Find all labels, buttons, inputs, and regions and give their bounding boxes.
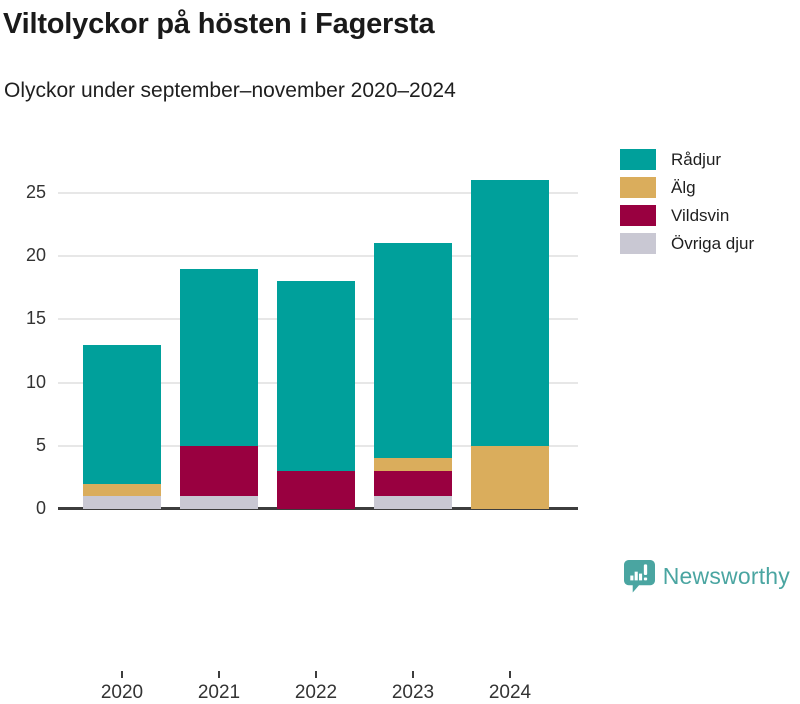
x-tick-label: 2023 xyxy=(391,682,435,703)
legend: Rådjur Älg Vildsvin Övriga djur xyxy=(620,149,754,261)
bar-segment-Vildsvin xyxy=(180,446,258,496)
bar-segment-Rådjur xyxy=(471,180,549,446)
legend-item-Övriga djur: Övriga djur xyxy=(620,233,754,254)
gridline-25 xyxy=(58,192,578,194)
plot-area: 0 5 10 15 20 25 2020 2021 2022 2023 2024 xyxy=(26,160,578,703)
bar-segment-Övriga djur xyxy=(180,496,258,509)
bar-segment-Rådjur xyxy=(83,345,161,484)
legend-label: Älg xyxy=(671,177,696,197)
y-tick-label: 0 xyxy=(35,498,46,518)
bar-segment-Rådjur xyxy=(277,281,355,471)
x-tick xyxy=(509,671,511,678)
chart-header: Viltolyckor på hösten i Fagersta Olyckor… xyxy=(3,6,603,102)
x-tick xyxy=(412,671,414,678)
bar-segment-Övriga djur xyxy=(83,496,161,509)
legend-swatch xyxy=(620,149,656,170)
y-tick-label: 25 xyxy=(25,181,46,202)
legend-label: Vildsvin xyxy=(671,205,730,225)
y-tick-label: 20 xyxy=(25,245,46,266)
x-tick xyxy=(218,671,220,678)
x-tick xyxy=(121,671,123,678)
legend-label: Rådjur xyxy=(671,149,722,169)
x-tick-label: 2021 xyxy=(197,682,241,703)
chart-page: Viltolyckor på hösten i Fagersta Olyckor… xyxy=(3,6,790,703)
newsworthy-wordmark: Newsworthy xyxy=(662,563,790,589)
chart-subtitle: Olyckor under september–november 2020–20… xyxy=(4,79,456,102)
legend-item-Rådjur: Rådjur xyxy=(620,149,754,170)
legend-item-Vildsvin: Vildsvin xyxy=(620,205,754,226)
gridline-20 xyxy=(58,255,578,257)
chart-title: Viltolyckor på hösten i Fagersta xyxy=(3,8,435,40)
legend-item-Älg: Älg xyxy=(620,177,754,198)
y-tick-label: 5 xyxy=(35,434,46,455)
bar-2024 xyxy=(471,160,549,509)
y-tick-label: 10 xyxy=(25,371,46,392)
y-tick-label: 15 xyxy=(25,308,46,329)
bar-2022 xyxy=(277,160,355,509)
legend-swatch xyxy=(620,177,656,198)
bar-segment-Rådjur xyxy=(374,243,452,458)
bar-segment-Övriga djur xyxy=(374,496,452,509)
newsworthy-icon xyxy=(623,560,655,593)
bar-segment-Älg xyxy=(374,458,452,471)
bar-segment-Rådjur xyxy=(180,269,258,446)
x-tick-label: 2020 xyxy=(100,682,144,703)
x-tick-label: 2024 xyxy=(488,682,532,703)
bar-2021 xyxy=(180,160,258,509)
x-tick-label: 2022 xyxy=(294,682,338,703)
bar-2020 xyxy=(83,160,161,509)
legend-swatch xyxy=(620,205,656,226)
x-tick xyxy=(315,671,317,678)
bar-segment-Vildsvin xyxy=(277,471,355,509)
bar-segment-Vildsvin xyxy=(374,471,452,496)
legend-label: Övriga djur xyxy=(671,233,755,253)
bar-segment-Älg xyxy=(83,484,161,496)
legend-swatch xyxy=(620,233,656,254)
newsworthy-logo: Newsworthy xyxy=(623,560,790,593)
bar-2023 xyxy=(374,160,452,509)
bar-segment-Älg xyxy=(471,446,549,509)
